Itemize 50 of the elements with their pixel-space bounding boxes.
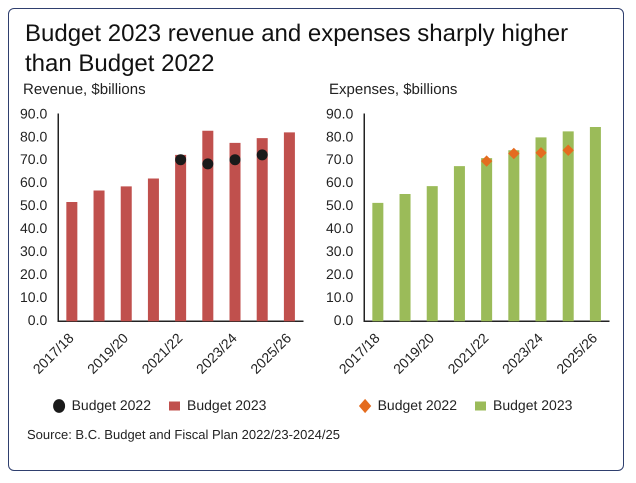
y-tick-label: 80.0 [20,128,48,144]
y-tick-label: 10.0 [20,289,48,306]
bar [94,190,105,322]
point [175,154,186,166]
bar [426,186,438,322]
y-tick-label: 60.0 [20,174,48,190]
legend-label: Budget 2023 [187,396,267,413]
y-tick-label: 90.0 [20,105,48,122]
y-tick-label: 10.0 [326,289,354,306]
y-tick-label: 40.0 [326,220,354,236]
y-tick-label: 40.0 [20,220,48,236]
bar [284,132,295,322]
bar [454,166,465,322]
legend-label: Budget 2022 [378,396,458,413]
bar [230,142,241,322]
legend-label: Budget 2022 [72,396,152,413]
legend-label: Budget 2023 [493,396,573,413]
bar [590,127,601,322]
y-tick-label: 60.0 [326,174,354,190]
bar [481,158,492,322]
chart-title: Budget 2023 revenue and expenses sharply higher than Budget 2022 [25,19,570,79]
y-tick-label: 70.0 [20,151,48,168]
point [202,158,214,170]
y-tick-label: 70.0 [326,151,354,168]
y-axis-title: Expenses, $billions [329,81,458,100]
bar [148,178,159,322]
point [256,149,268,160]
y-tick-label: 30.0 [326,243,354,260]
y-tick-label: 80.0 [326,128,354,144]
bar [175,154,186,322]
bar [400,194,411,322]
bar [202,130,214,322]
bar [66,202,78,322]
bar [508,150,520,322]
y-tick-label: 30.0 [20,243,48,260]
y-tick-label: 50.0 [20,197,48,214]
y-tick-label: 20.0 [20,266,48,282]
y-tick-label: 90.0 [326,105,354,122]
bar [536,137,547,322]
bar [256,138,268,322]
y-tick-label: 50.0 [326,197,354,214]
source-note: Source: B.C. Budget and Fiscal Plan 2022/23-2024/25 [27,427,341,442]
bar [372,202,384,322]
y-axis-title: Revenue, $billions [23,81,147,100]
point [230,154,241,166]
y-tick-label: 0.0 [28,312,48,328]
bar [120,186,132,322]
bar [562,131,574,322]
y-tick-label: 0.0 [334,312,354,328]
y-tick-label: 20.0 [326,266,354,282]
